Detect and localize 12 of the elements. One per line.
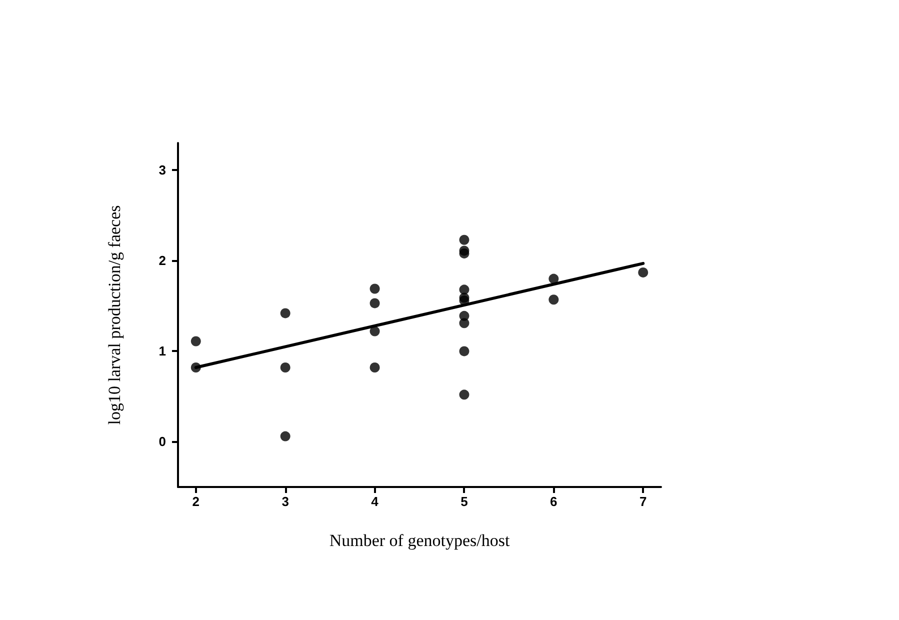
y-tick-label: 3 xyxy=(158,162,166,178)
y-tick-label: 2 xyxy=(158,253,166,268)
x-tick-label: 5 xyxy=(460,494,468,509)
x-tick-label: 4 xyxy=(371,494,380,509)
y-tick-label: 0 xyxy=(158,434,166,450)
x-tick-label: 6 xyxy=(550,494,558,509)
x-axis-title: Number of genotypes/host xyxy=(329,531,510,550)
x-tick-label: 3 xyxy=(282,494,289,509)
x-tick-label: 2 xyxy=(192,494,200,509)
y-tick-label: 1 xyxy=(158,344,166,359)
y-axis-title: log10 larval production/g faeces xyxy=(105,205,124,425)
x-tick-label: 7 xyxy=(639,494,647,509)
